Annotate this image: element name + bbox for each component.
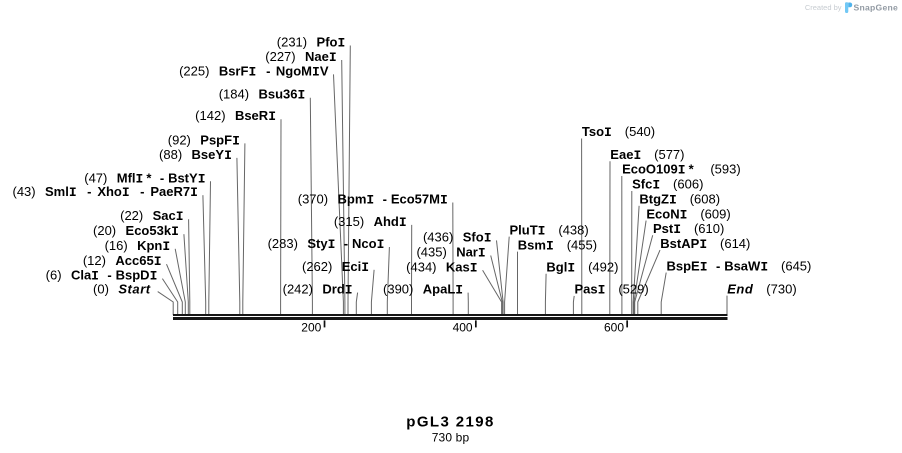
- svg-text:200: 200: [301, 321, 321, 335]
- svg-text:BsmI(455): BsmI (455): [518, 237, 597, 253]
- svg-text:(283)StyI-NcoI: (283) StyI - NcoI: [268, 236, 385, 252]
- svg-text:BspEI-BsaWI(645): BspEI - BsaWI (645): [667, 258, 812, 274]
- svg-text:(242)DrdI: (242) DrdI: [283, 282, 353, 298]
- svg-text:(47)MflI*-BstYI: (47) MflI * - BstYI: [84, 170, 205, 186]
- svg-text:TsoI(540): TsoI (540): [582, 124, 655, 140]
- svg-text:Created by: Created by: [805, 3, 842, 12]
- svg-text:(434)KasI: (434) KasI: [406, 259, 477, 275]
- svg-text:BglI(492): BglI (492): [546, 260, 618, 276]
- svg-text:(390)ApaLI: (390) ApaLI: [383, 282, 463, 298]
- svg-text:BstAPI(614): BstAPI (614): [660, 236, 750, 252]
- svg-text:(435)NarI: (435) NarI: [416, 245, 485, 261]
- svg-text:EcoO109I*(593): EcoO109I * (593): [622, 162, 741, 178]
- svg-text:(315)AhdI: (315) AhdI: [334, 214, 407, 230]
- svg-text:PluTI(438): PluTI (438): [510, 222, 589, 238]
- svg-text:SnapGene: SnapGene: [854, 3, 899, 13]
- svg-text:730 bp: 730 bp: [432, 431, 470, 445]
- svg-text:SfcI(606): SfcI (606): [632, 177, 703, 193]
- svg-text:(6)ClaI-BspDI: (6) ClaI - BspDI: [46, 268, 158, 284]
- svg-text:(12)Acc65I: (12) Acc65I: [83, 253, 162, 269]
- svg-text:(225)BsrFI-NgoMIV: (225) BsrFI - NgoMIV: [179, 63, 329, 79]
- svg-text:EcoNI(609): EcoNI (609): [646, 206, 730, 222]
- svg-text:(227)NaeI: (227) NaeI: [265, 49, 336, 65]
- svg-text:BtgZI(608): BtgZI (608): [639, 192, 720, 208]
- svg-text:(16)KpnI: (16) KpnI: [105, 238, 171, 254]
- svg-text:pGL3 2198: pGL3 2198: [406, 414, 494, 431]
- svg-text:(436)SfoI: (436) SfoI: [423, 229, 492, 245]
- svg-text:(231)PfoI: (231) PfoI: [277, 35, 346, 51]
- svg-text:(20)Eco53kI: (20) Eco53kI: [93, 223, 179, 239]
- svg-text:EaeI(577): EaeI (577): [610, 147, 684, 163]
- svg-text:600: 600: [604, 321, 624, 335]
- svg-text:(88)BseYI: (88) BseYI: [159, 147, 232, 163]
- svg-text:PstI(610): PstI (610): [653, 221, 724, 237]
- svg-text:(142)BseRI: (142) BseRI: [195, 108, 276, 124]
- svg-text:(262)EciI: (262) EciI: [302, 259, 369, 275]
- svg-text:(0)Start: (0) Start: [93, 282, 151, 297]
- svg-text:(22)SacI: (22) SacI: [120, 208, 183, 224]
- svg-text:(370)BpmI-Eco57MI: (370) BpmI - Eco57MI: [298, 192, 448, 208]
- svg-text:End(730): End (730): [727, 282, 796, 297]
- svg-text:(92)PspFI: (92) PspFI: [168, 132, 240, 148]
- svg-text:400: 400: [453, 321, 473, 335]
- svg-text:PasI(529): PasI (529): [575, 282, 649, 298]
- svg-text:(43)SmlI-XhoI-PaeR7I: (43) SmlI - XhoI - PaeR7I: [12, 184, 197, 200]
- svg-text:(184)Bsu36I: (184) Bsu36I: [219, 87, 306, 103]
